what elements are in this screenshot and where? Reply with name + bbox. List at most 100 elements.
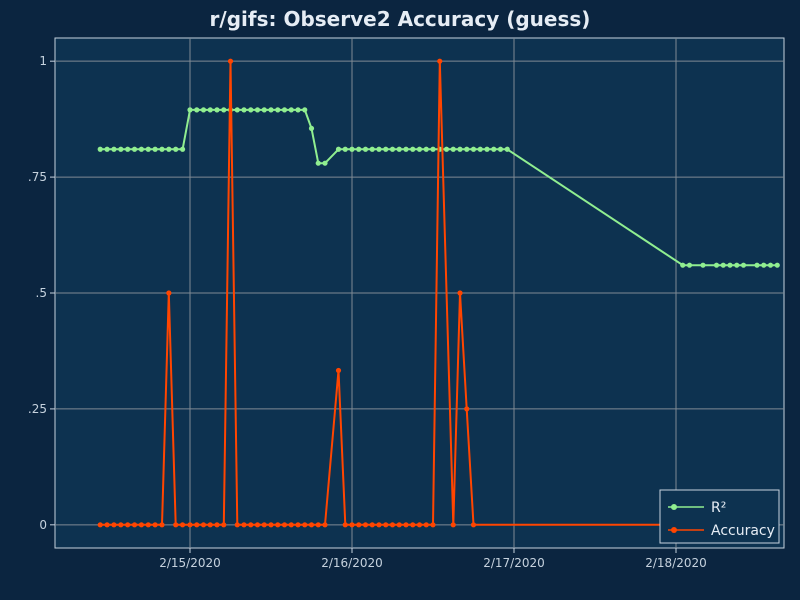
legend-swatch-marker [671, 504, 677, 510]
series-r2-point [159, 146, 165, 152]
series-accuracy-point [200, 522, 207, 528]
series-r2-point [686, 262, 693, 268]
series-accuracy-point [335, 367, 342, 374]
series-r2-point [145, 146, 151, 152]
series-r2-point [275, 107, 281, 113]
series-accuracy-point [131, 522, 138, 528]
series-accuracy-point [179, 522, 186, 528]
series-r2-point [727, 262, 733, 268]
series-accuracy-point [248, 522, 254, 528]
series-r2-point [504, 146, 510, 152]
series-accuracy-point [322, 522, 328, 528]
series-accuracy-point [207, 522, 213, 528]
series-accuracy-point [173, 522, 179, 528]
axes: 0 .25 .5 .75 1 2/15/2020 2/16/2020 2/17/2020 2/1… [28, 54, 707, 570]
y-tick-label: 1 [39, 54, 47, 68]
series-accuracy-point [111, 522, 117, 528]
series-r2-point [356, 146, 362, 152]
series-accuracy-point [369, 522, 375, 528]
series-r2-point [767, 262, 774, 268]
series-accuracy-point [376, 522, 382, 528]
series-accuracy-point [416, 522, 423, 528]
series-r2-point [470, 146, 477, 152]
series-r2-point [118, 146, 124, 152]
series-accuracy-point [125, 522, 131, 528]
series-accuracy-point [288, 522, 294, 528]
series-accuracy-point [457, 290, 463, 296]
series-accuracy-point [403, 522, 409, 528]
legend-label: Accuracy [711, 523, 775, 539]
series-r2-point [281, 107, 288, 113]
series-r2-point [166, 146, 172, 152]
series-r2-point [187, 107, 193, 113]
series-r2-point [423, 146, 429, 152]
legend-box [659, 489, 780, 544]
series-r2-point [349, 146, 355, 152]
grid [55, 38, 784, 548]
series-accuracy-point [234, 522, 240, 528]
x-tick-label: 2/15/2020 [159, 556, 221, 570]
series-r2-point [484, 146, 490, 152]
series-r2-point [179, 146, 186, 152]
series-accuracy-point [437, 58, 443, 64]
series-r2-point [315, 160, 321, 166]
series-accuracy-point [166, 290, 172, 296]
series-r2-point [234, 107, 240, 113]
y-tick-label: .75 [28, 170, 47, 184]
series-accuracy-point [261, 522, 267, 528]
series-accuracy-point [450, 522, 456, 528]
series-accuracy-point [214, 522, 220, 528]
x-tick-label: 2/18/2020 [645, 556, 707, 570]
series-r2-point [450, 146, 456, 152]
series-r2-point [131, 146, 138, 152]
series-layer [97, 58, 780, 528]
series-r2-point [430, 146, 436, 152]
series-r2-point [200, 107, 207, 113]
legend: R² Accuracy [659, 489, 780, 544]
series-accuracy-point [254, 522, 261, 528]
series-accuracy-point [241, 522, 247, 528]
legend-item-r2[interactable]: R² [668, 500, 726, 516]
series-accuracy-point [118, 522, 124, 528]
series-r2-point [173, 146, 179, 152]
series-r2-point [774, 262, 780, 268]
series-r2-point [700, 262, 706, 268]
series-r2-point [138, 146, 144, 152]
series-accuracy-point [302, 522, 308, 528]
series-r2-point [720, 262, 726, 268]
series-r2-point [369, 146, 375, 152]
x-tick-label: 2/16/2020 [321, 556, 383, 570]
series-r2-point [241, 107, 247, 113]
series-r2-point [376, 146, 382, 152]
legend-swatch-marker [671, 527, 677, 533]
series-accuracy-point [396, 522, 402, 528]
series-r2-point [410, 146, 416, 152]
series-r2-point [194, 107, 200, 113]
y-tick-label: .25 [28, 402, 47, 416]
series-r2-point [254, 107, 261, 113]
series-accuracy-point [308, 522, 315, 528]
series-accuracy-point [383, 522, 389, 528]
series-accuracy-point [97, 522, 103, 528]
series-r2-point [416, 146, 423, 152]
series-accuracy-point [342, 522, 348, 528]
series-accuracy-point [295, 522, 301, 528]
series-accuracy-point [423, 522, 429, 528]
chart-title: r/gifs: Observe2 Accuracy (guess) [210, 7, 591, 31]
series-accuracy-point [187, 522, 193, 528]
series-r2-point [125, 146, 131, 152]
series-r2-point [214, 107, 220, 113]
series-r2-point [342, 146, 348, 152]
series-r2-point [268, 107, 274, 113]
series-accuracy-point [349, 522, 355, 528]
legend-label: R² [711, 500, 726, 516]
series-r2-point [302, 107, 308, 113]
series-r2-point [308, 125, 315, 132]
y-tick-label: 0 [39, 518, 47, 532]
series-r2-point [497, 146, 504, 152]
legend-item-accuracy[interactable]: Accuracy [668, 523, 775, 539]
series-r2-point [680, 262, 686, 268]
series-r2-point [362, 146, 369, 152]
series-r2-point [152, 146, 158, 152]
